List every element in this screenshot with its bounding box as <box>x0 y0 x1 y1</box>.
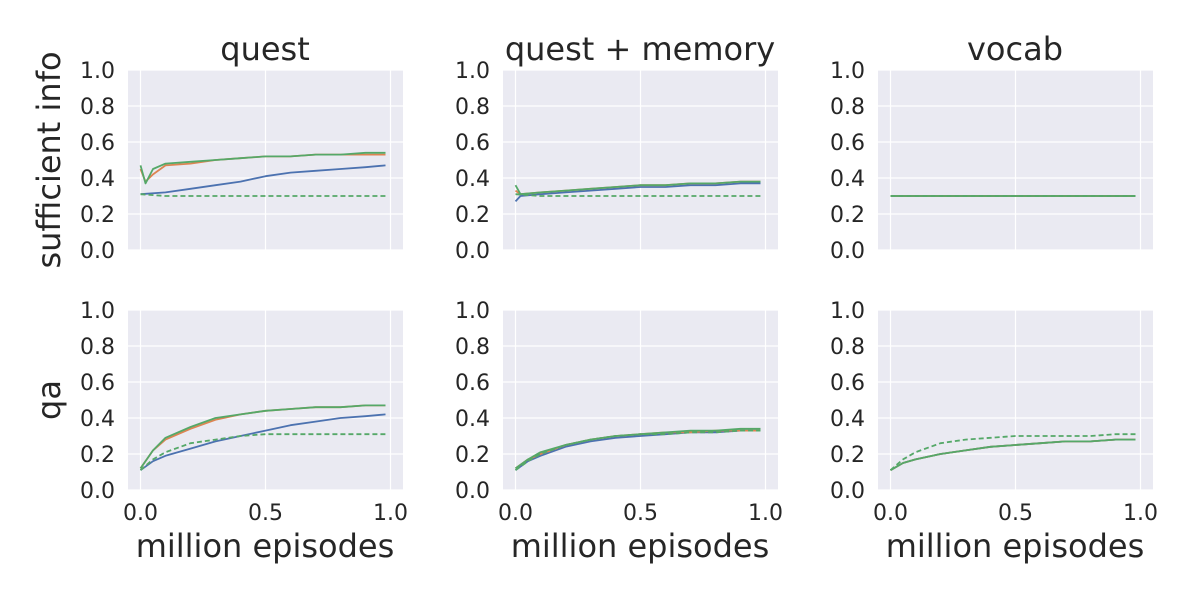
y-tick-label: 0.0 <box>80 479 115 504</box>
x-axis-label-vocab: million episodes <box>886 527 1145 565</box>
y-tick-label: 1.0 <box>80 299 115 324</box>
y-tick-label: 0.8 <box>80 95 115 120</box>
y-tick-label: 0.4 <box>830 407 865 432</box>
x-tick-label: 1.0 <box>373 501 408 526</box>
series-line-3 <box>514 180 761 196</box>
y-tick-label: 0.2 <box>455 443 490 468</box>
column-title-vocab: vocab <box>967 30 1063 68</box>
x-tick-label: 0.0 <box>873 501 908 526</box>
y-tick-label: 0.4 <box>455 407 490 432</box>
x-tick-label: 0.5 <box>623 501 658 526</box>
row-label-qa: qa <box>30 380 68 420</box>
y-tick-label: 0.0 <box>80 239 115 264</box>
y-tick-label: 0.6 <box>80 131 115 156</box>
y-tick-label: 0.0 <box>455 479 490 504</box>
x-tick-label: 1.0 <box>748 501 783 526</box>
series-line-3 <box>139 151 386 185</box>
y-tick-label: 0.6 <box>455 371 490 396</box>
y-tick-label: 0.8 <box>455 95 490 120</box>
y-tick-label: 0.4 <box>80 167 115 192</box>
panel-sufficient-info-quest-memory: 0.0 0.2 0.4 0.6 0.8 1.0 <box>455 59 778 264</box>
x-tick-label: 1.0 <box>1123 501 1158 526</box>
panel-sufficient-info-quest: 0.0 0.2 0.4 0.6 0.8 1.0 <box>80 59 403 264</box>
series-line-1 <box>514 182 761 203</box>
column-title-quest: quest <box>220 30 310 68</box>
series-line-4 <box>889 433 1136 471</box>
panel-qa-quest-memory: 0.0 0.2 0.4 0.6 0.8 1.0 0.0 0.5 1.0 <box>455 299 783 526</box>
y-tick-label: 0.8 <box>830 95 865 120</box>
y-tick-label: 0.4 <box>830 167 865 192</box>
panels: 0.00.20.40.60.81.00.00.20.40.60.81.00.00… <box>80 59 1158 526</box>
y-tick-label: 0.2 <box>80 203 115 228</box>
x-tick-label: 0.0 <box>123 501 158 526</box>
y-tick-label: 0.2 <box>830 443 865 468</box>
y-tick-label: 0.2 <box>80 443 115 468</box>
series-line-4 <box>514 429 761 471</box>
y-tick-label: 0.0 <box>830 479 865 504</box>
y-tick-label: 0.4 <box>455 167 490 192</box>
y-tick-label: 0.8 <box>830 335 865 360</box>
x-tick-label: 0.5 <box>998 501 1033 526</box>
y-tick-label: 0.2 <box>830 203 865 228</box>
panel-sufficient-info-vocab: 0.0 0.2 0.4 0.6 0.8 1.0 <box>830 59 1153 264</box>
y-tick-label: 0.8 <box>80 335 115 360</box>
series-line-3 <box>139 404 386 469</box>
x-axis-label-quest-memory: million episodes <box>511 527 770 565</box>
y-tick-label: 0.4 <box>80 407 115 432</box>
y-tick-label: 0.6 <box>830 131 865 156</box>
series-line-3 <box>514 427 761 470</box>
column-title-quest-memory: quest + memory <box>505 30 775 68</box>
x-tick-label: 0.0 <box>498 501 533 526</box>
series-line-3 <box>890 438 1136 471</box>
y-tick-label: 0.6 <box>830 371 865 396</box>
y-tick-label: 0.8 <box>455 335 490 360</box>
series-line-1 <box>140 164 386 196</box>
y-tick-label: 0.6 <box>455 131 490 156</box>
y-tick-label: 1.0 <box>830 299 865 324</box>
y-tick-label: 1.0 <box>455 59 490 84</box>
x-axis-label-quest: million episodes <box>136 527 395 565</box>
panel-qa-quest: 0.0 0.2 0.4 0.6 0.8 1.0 0.0 0.5 1.0 <box>80 299 408 526</box>
y-tick-label: 1.0 <box>80 59 115 84</box>
series-line-4 <box>139 433 386 471</box>
series-line-4 <box>515 193 761 197</box>
y-tick-label: 0.0 <box>830 239 865 264</box>
y-tick-label: 0.6 <box>80 371 115 396</box>
series-line-1 <box>139 413 386 471</box>
series-line-4 <box>140 193 386 197</box>
y-tick-label: 0.2 <box>455 203 490 228</box>
panel-qa-vocab: 0.0 0.2 0.4 0.6 0.8 1.0 0.0 0.5 1.0 <box>830 299 1158 526</box>
row-label-sufficient-info: sufficient info <box>30 51 68 268</box>
x-tick-label: 0.5 <box>248 501 283 526</box>
y-tick-label: 1.0 <box>455 299 490 324</box>
y-tick-label: 0.0 <box>455 239 490 264</box>
y-tick-label: 1.0 <box>830 59 865 84</box>
